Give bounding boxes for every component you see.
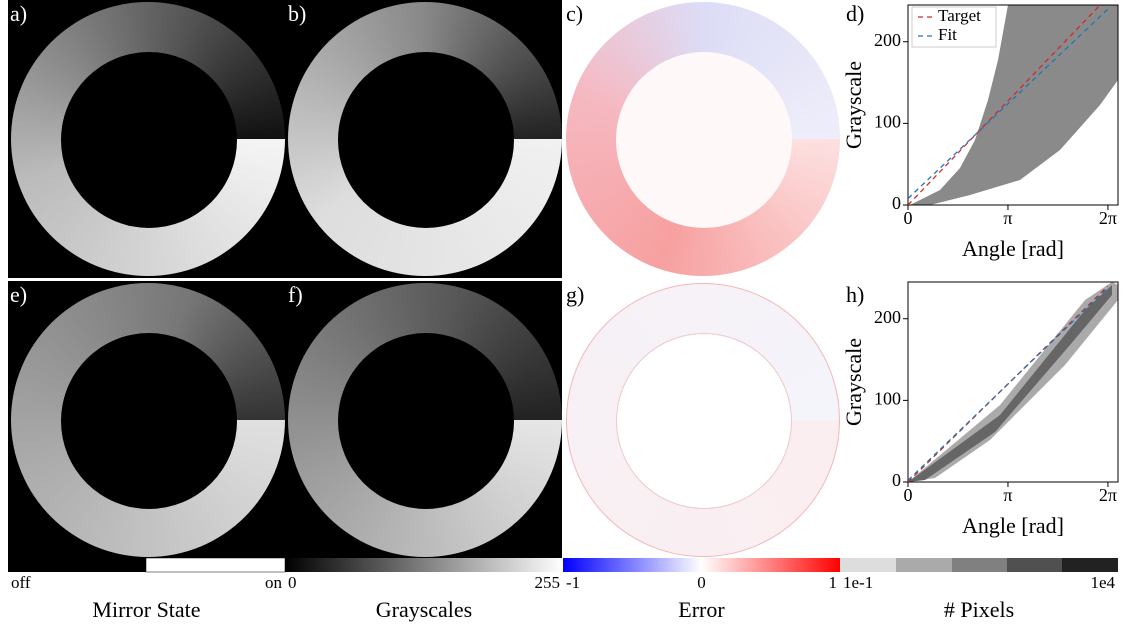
colorbar-tick-label: on [265, 573, 283, 592]
series-line [908, 5, 1101, 205]
panel-label: f) [288, 282, 303, 307]
series-line [908, 287, 1109, 481]
x-axis-label: Angle [rad] [962, 513, 1064, 538]
x-tick-label: 0 [904, 485, 913, 505]
panel-f [285, 281, 562, 559]
colorbar [952, 558, 1007, 572]
x-tick-label: 2π [1099, 208, 1117, 228]
plot-frame [907, 4, 1119, 206]
colorbar [145, 557, 286, 573]
x-tick-label: π [1003, 208, 1012, 228]
legend-label: Target [938, 6, 981, 25]
legend-label: Fit [938, 25, 957, 44]
colorbar-tick-label: 1 [829, 573, 838, 592]
colorbar [8, 558, 146, 572]
panel-b [285, 0, 562, 278]
colorbar [840, 558, 896, 572]
panel-g [563, 281, 840, 559]
colorbar-title: Mirror State [92, 597, 200, 622]
panel-label: e) [10, 282, 27, 307]
panel-e [8, 281, 285, 559]
x-axis-label: Angle [rad] [962, 236, 1064, 261]
colorbar-tick-label: -1 [566, 573, 580, 592]
hole [616, 52, 792, 228]
plot-frame [907, 281, 1119, 483]
density-cloud [908, 282, 1118, 482]
colorbar-title: # Pixels [944, 597, 1014, 622]
panel-label: g) [566, 282, 584, 307]
panel-label: a) [10, 1, 27, 26]
y-tick-label: 200 [874, 307, 901, 327]
colorbar [285, 558, 563, 572]
density-cloud [910, 5, 1118, 205]
y-tick-label: 100 [874, 111, 901, 131]
hole [61, 52, 237, 228]
panel-label: c) [566, 1, 583, 26]
x-tick-label: π [1003, 485, 1012, 505]
y-axis-label: Grayscale [841, 338, 866, 426]
panel-label: d) [846, 1, 864, 26]
colorbar-tick-label: 1e4 [1090, 573, 1115, 592]
hole [338, 333, 514, 509]
x-tick-label: 0 [904, 208, 913, 228]
colorbar [563, 558, 840, 572]
hole [616, 333, 792, 509]
y-tick-label: 0 [892, 193, 901, 213]
colorbar-title: Error [678, 597, 725, 622]
colorbar [1007, 558, 1062, 572]
series-line [908, 8, 1109, 199]
panel-a [8, 0, 285, 278]
y-tick-label: 100 [874, 388, 901, 408]
colorbar-title: Grayscales [376, 597, 473, 622]
colorbar-tick-label: 0 [288, 573, 297, 592]
colorbar-tick-label: 0 [697, 573, 706, 592]
panel-c [563, 0, 840, 278]
y-tick-label: 200 [874, 30, 901, 50]
panel-label: b) [288, 1, 306, 26]
hole [338, 52, 514, 228]
colorbar-tick-label: off [11, 573, 31, 592]
colorbar [1062, 558, 1118, 572]
y-axis-label: Grayscale [841, 61, 866, 149]
colorbar-tick-label: 255 [535, 573, 561, 592]
x-tick-label: 2π [1099, 485, 1117, 505]
y-tick-label: 0 [892, 470, 901, 490]
panel-label: h) [846, 282, 864, 307]
legend-box [911, 6, 997, 48]
density-cloud [908, 285, 1112, 482]
colorbar [896, 558, 952, 572]
colorbar-tick-label: 1e-1 [843, 573, 873, 592]
hole [61, 333, 237, 509]
